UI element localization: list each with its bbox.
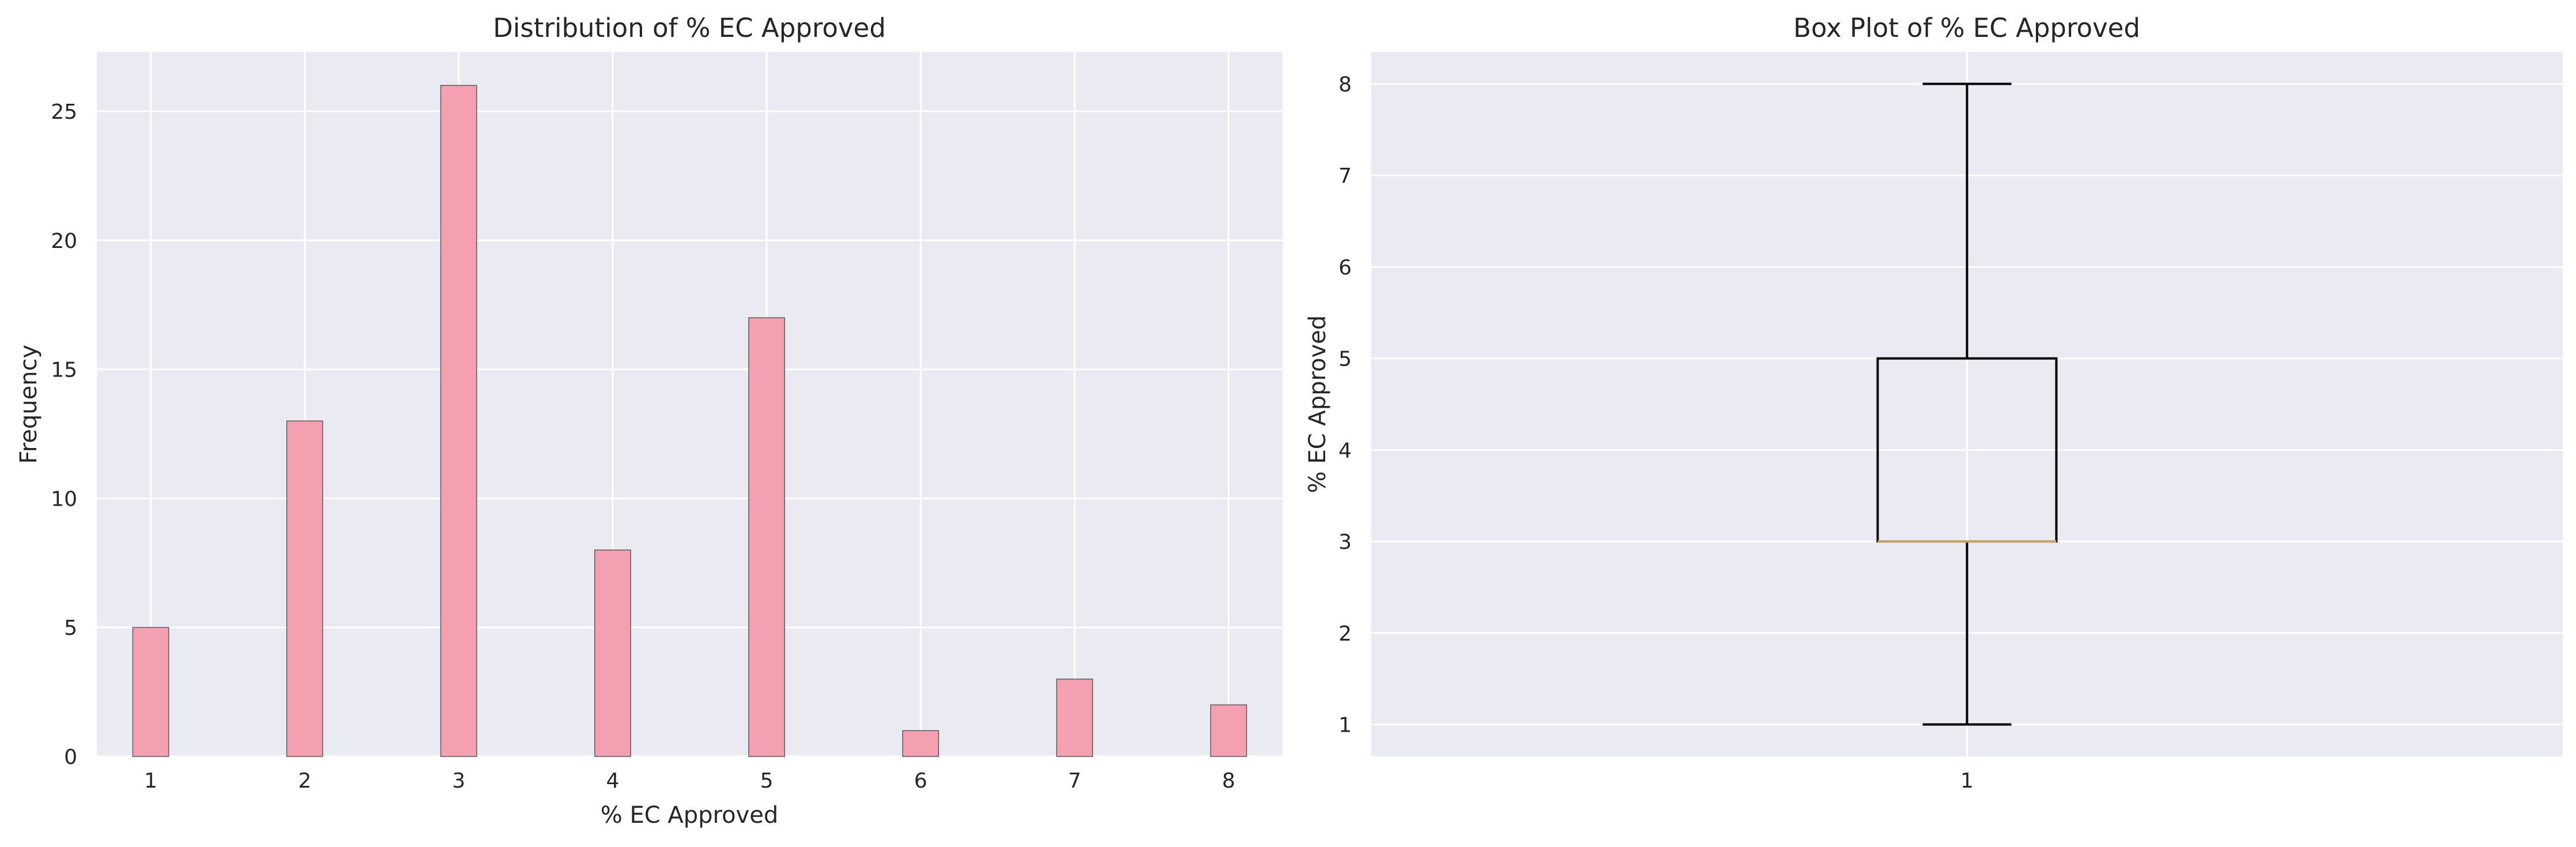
boxplot-x-ticks: 1 — [1960, 769, 1974, 793]
histogram-x-tick-label: 6 — [914, 769, 927, 793]
boxplot-y-tick-label: 5 — [1338, 348, 1352, 371]
boxplot-y-tick-label: 6 — [1338, 256, 1352, 280]
histogram-x-tick-label: 5 — [760, 769, 774, 793]
boxplot-y-tick-label: 1 — [1338, 713, 1352, 737]
histogram-x-axis-label: % EC Approved — [601, 802, 779, 829]
histogram-x-tick-label: 4 — [606, 769, 619, 793]
boxplot-title: Box Plot of % EC Approved — [1793, 13, 2140, 43]
histogram-plot-area — [97, 52, 1283, 756]
histogram-x-tick-label: 3 — [452, 769, 465, 793]
histogram-y-tick-label: 15 — [51, 359, 77, 382]
histogram-y-axis-label: Frequency — [16, 345, 42, 464]
histogram-y-tick-label: 25 — [51, 100, 77, 124]
boxplot-y-tick-label: 2 — [1338, 622, 1352, 646]
histogram-x-tick-label: 2 — [298, 769, 311, 793]
histogram-x-tick-label: 8 — [1222, 769, 1235, 793]
histogram-title: Distribution of % EC Approved — [493, 13, 886, 43]
histogram-bar — [1210, 704, 1247, 757]
boxplot-panel: 1 2 3 4 5 6 7 8 1 Box Plot of % EC Approved % E… — [1304, 13, 2563, 793]
boxplot-y-tick-label: 8 — [1338, 73, 1352, 97]
boxplot-y-tick-label: 4 — [1338, 439, 1352, 462]
histogram-bar — [286, 420, 323, 757]
histogram-y-ticks: 0 5 10 15 20 25 — [51, 100, 77, 769]
boxplot-y-axis-label: % EC Approved — [1304, 315, 1331, 494]
histogram-x-tick-label: 7 — [1068, 769, 1081, 793]
histogram-bar — [748, 317, 785, 757]
histogram-bar — [902, 730, 940, 757]
histogram-y-tick-label: 10 — [51, 487, 77, 511]
histogram-y-tick-label: 5 — [64, 616, 77, 640]
histogram-y-tick-label: 0 — [64, 746, 77, 769]
boxplot-y-ticks: 1 2 3 4 5 6 7 8 — [1338, 73, 1352, 737]
histogram-x-ticks: 1 2 3 4 5 6 7 8 — [144, 769, 1235, 793]
histogram-bar — [440, 85, 477, 757]
boxplot-glyph — [1876, 82, 2058, 726]
histogram-bar — [1056, 678, 1093, 757]
boxplot-x-tick-label: 1 — [1960, 769, 1974, 793]
boxplot-y-tick-label: 7 — [1338, 164, 1352, 188]
histogram-panel: 1 2 3 4 5 6 7 8 0 5 10 15 20 25 Distribution of % EC… — [16, 13, 1283, 829]
histogram-y-tick-label: 20 — [51, 229, 77, 253]
histogram-bar — [132, 627, 169, 757]
boxplot-y-tick-label: 3 — [1338, 530, 1352, 554]
histogram-bars — [132, 85, 1247, 757]
histogram-bar — [594, 549, 631, 757]
histogram-x-tick-label: 1 — [144, 769, 157, 793]
